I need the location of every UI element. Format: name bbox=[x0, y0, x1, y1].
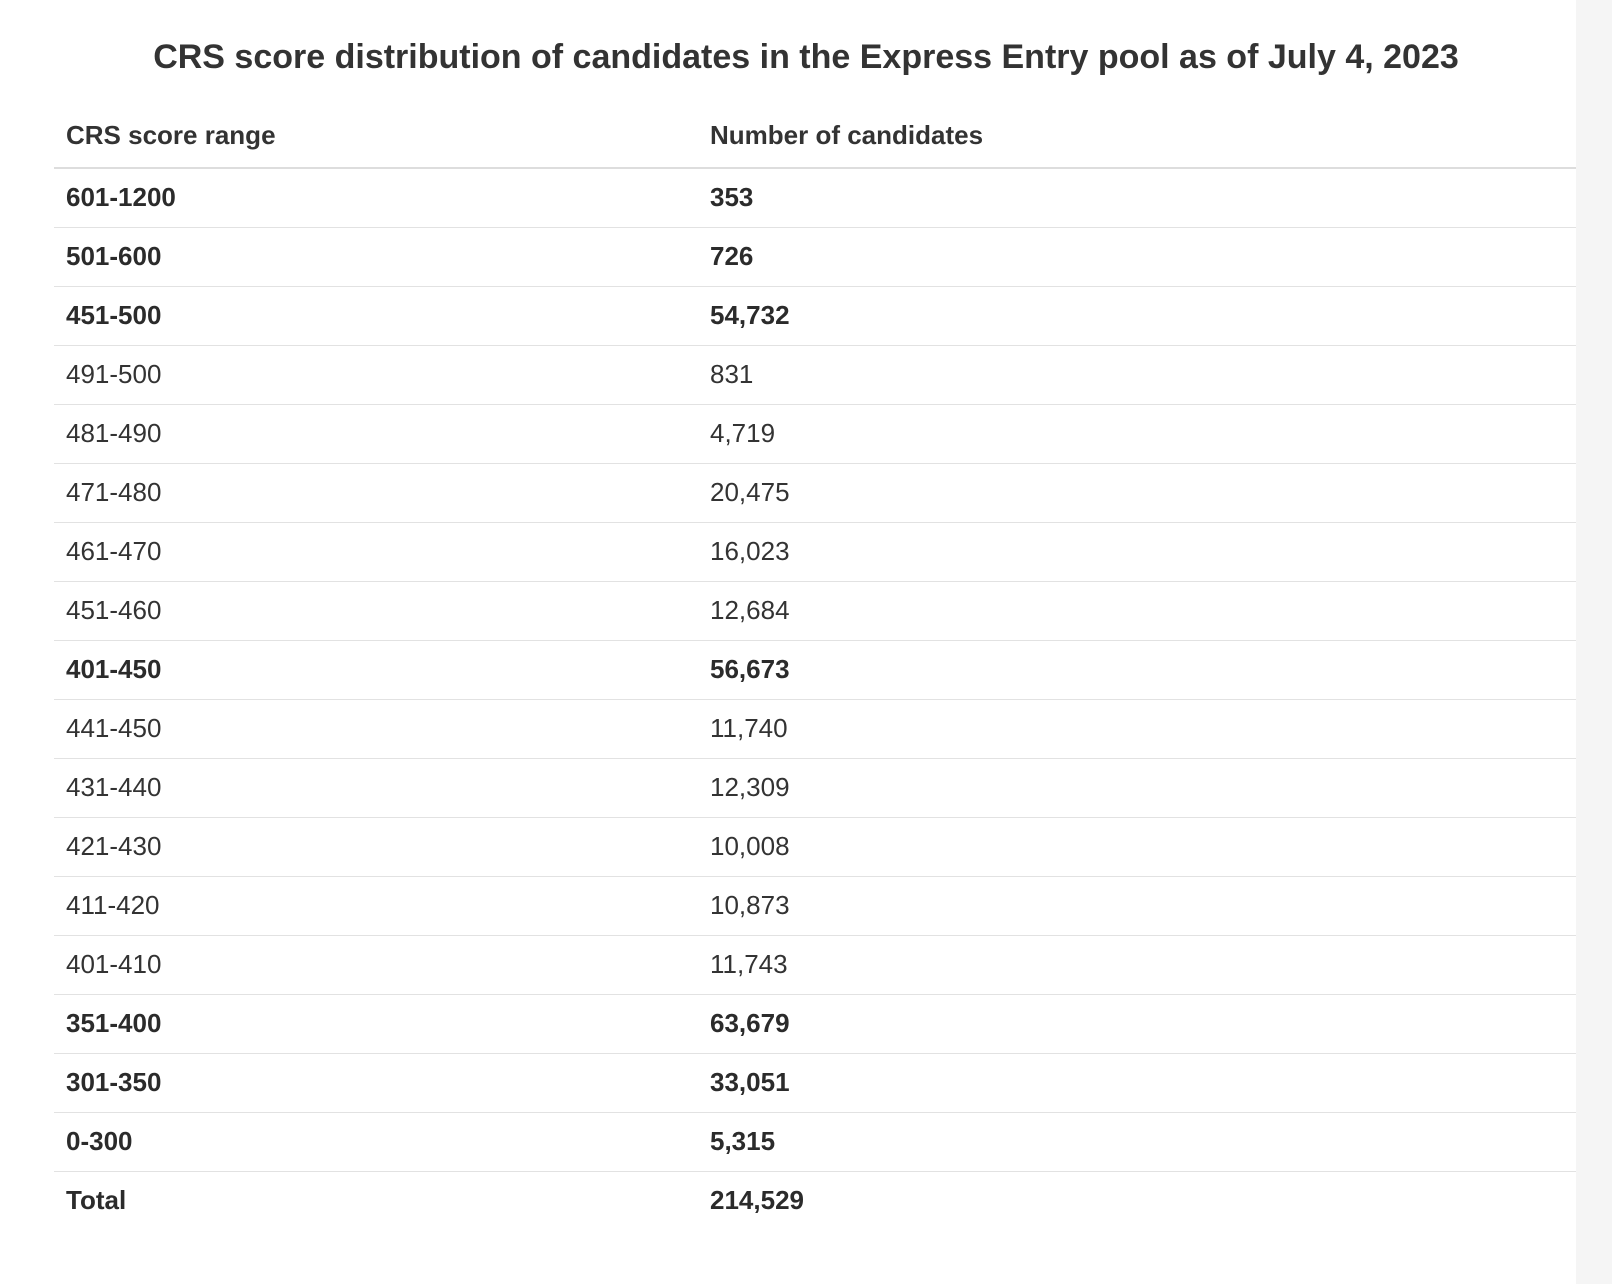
table-row: 501-600 726 bbox=[54, 227, 1576, 287]
cell-number-of-candidates: 54,732 bbox=[698, 286, 1576, 346]
cell-crs-score-range: 451-460 bbox=[54, 581, 698, 641]
table-row: 441-450 11,740 bbox=[54, 699, 1576, 759]
cell-number-of-candidates: 214,529 bbox=[710, 1185, 804, 1216]
cell-number-of-candidates: 4,719 bbox=[698, 404, 1576, 464]
cell-crs-score-range: 601-1200 bbox=[54, 168, 698, 228]
table-body: 601-1200 353 501-600 726 451-500 54,732 491-50… bbox=[54, 168, 1576, 1230]
table-row: 0-300 5,315 bbox=[54, 1112, 1576, 1172]
cell-crs-score-range: 431-440 bbox=[54, 758, 698, 818]
table-row: 431-440 12,309 bbox=[54, 758, 1576, 818]
cell-crs-score-range: 461-470 bbox=[54, 522, 698, 582]
header-crs-score-range: CRS score range bbox=[54, 103, 698, 169]
cell-crs-score-range: 401-450 bbox=[54, 640, 698, 700]
table-row: 351-400 63,679 bbox=[54, 994, 1576, 1054]
cell-crs-score-range: 401-410 bbox=[54, 935, 698, 995]
cell-number-of-candidates: 20,475 bbox=[698, 463, 1576, 523]
cell-number-of-candidates: 33,051 bbox=[698, 1053, 1576, 1113]
table-row: 301-350 33,051 bbox=[54, 1053, 1576, 1113]
table-row: 471-480 20,475 bbox=[54, 463, 1576, 523]
header-number-of-candidates: Number of candidates bbox=[698, 103, 1576, 169]
table-row: 401-450 56,673 bbox=[54, 640, 1576, 700]
cell-number-of-candidates: 353 bbox=[698, 168, 1576, 228]
cell-crs-score-range: 451-500 bbox=[54, 286, 698, 346]
cell-crs-score-range: 471-480 bbox=[54, 463, 698, 523]
table-row: 481-490 4,719 bbox=[54, 404, 1576, 464]
cell-number-of-candidates: 726 bbox=[698, 227, 1576, 287]
cell-crs-score-range: 421-430 bbox=[54, 817, 698, 877]
table-row: 401-410 11,743 bbox=[54, 935, 1576, 995]
cell-number-of-candidates: 11,740 bbox=[698, 699, 1576, 759]
table-header-row: CRS score range Number of candidates bbox=[54, 103, 1576, 169]
table-row: 451-500 54,732 bbox=[54, 286, 1576, 346]
crs-distribution-table-container: CRS score range Number of candidates 601… bbox=[54, 103, 1576, 1230]
cell-number-of-candidates: 5,315 bbox=[698, 1112, 1576, 1172]
cell-crs-score-range: Total bbox=[66, 1185, 127, 1216]
page-title: CRS score distribution of candidates in … bbox=[153, 38, 1459, 76]
cell-crs-score-range: 491-500 bbox=[54, 345, 698, 405]
cell-crs-score-range: 301-350 bbox=[54, 1053, 698, 1113]
cell-number-of-candidates: 12,309 bbox=[698, 758, 1576, 818]
cell-crs-score-range: 441-450 bbox=[54, 699, 698, 759]
table-row: 601-1200 353 bbox=[54, 168, 1576, 228]
cell-crs-score-range: 351-400 bbox=[54, 994, 698, 1054]
cell-number-of-candidates: 63,679 bbox=[698, 994, 1576, 1054]
cell-number-of-candidates: 56,673 bbox=[698, 640, 1576, 700]
table-row: 411-420 10,873 bbox=[54, 876, 1576, 936]
cell-crs-score-range: 481-490 bbox=[54, 404, 698, 464]
cell-number-of-candidates: 12,684 bbox=[698, 581, 1576, 641]
cell-crs-score-range: 501-600 bbox=[54, 227, 698, 287]
table-row: 461-470 16,023 bbox=[54, 522, 1576, 582]
table-row: Total 214,529 bbox=[54, 1171, 1576, 1230]
page-right-edge bbox=[1576, 0, 1612, 1284]
cell-number-of-candidates: 16,023 bbox=[698, 522, 1576, 582]
cell-crs-score-range: 411-420 bbox=[54, 876, 698, 936]
cell-number-of-candidates: 11,743 bbox=[698, 935, 1576, 995]
table-row: 491-500 831 bbox=[54, 345, 1576, 405]
cell-number-of-candidates: 10,873 bbox=[698, 876, 1576, 936]
table-row: 421-430 10,008 bbox=[54, 817, 1576, 877]
cell-number-of-candidates: 10,008 bbox=[698, 817, 1576, 877]
crs-distribution-table: CRS score range Number of candidates 601… bbox=[54, 103, 1576, 1230]
table-row: 451-460 12,684 bbox=[54, 581, 1576, 641]
cell-crs-score-range: 0-300 bbox=[54, 1112, 698, 1172]
cell-number-of-candidates: 831 bbox=[698, 345, 1576, 405]
